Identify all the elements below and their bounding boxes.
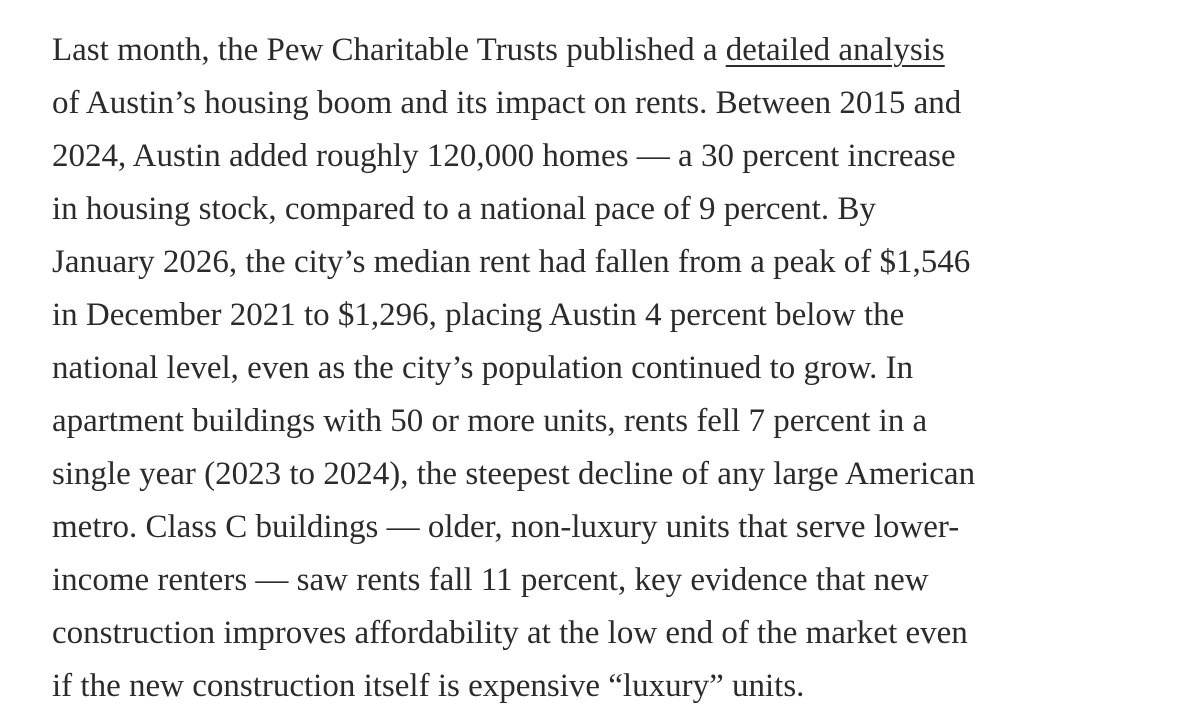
- paragraph-line-13: if the new construction itself is expens…: [52, 668, 805, 704]
- article-paragraph: Last month, the Pew Charitable Trusts pu…: [52, 24, 1152, 713]
- paragraph-line-8: apartment buildings with 50 or more unit…: [52, 403, 928, 439]
- paragraph-line-2: of Austin’s housing boom and its impact …: [52, 85, 962, 121]
- paragraph-line-11: income renters — saw rents fall 11 perce…: [52, 562, 929, 598]
- paragraph-line-7: national level, even as the city’s popul…: [52, 350, 914, 386]
- paragraph-line-5: January 2026, the city’s median rent had…: [52, 244, 971, 280]
- paragraph-line-12: construction improves affordability at t…: [52, 615, 968, 651]
- paragraph-line-10: metro. Class C buildings — older, non-lu…: [52, 509, 960, 545]
- paragraph-line-1: Last month, the Pew Charitable Trusts pu…: [52, 24, 1152, 77]
- paragraph-line-4: in housing stock, compared to a national…: [52, 191, 876, 227]
- paragraph-line-6: in December 2021 to $1,296, placing Aust…: [52, 297, 905, 333]
- detailed-analysis-link[interactable]: detailed analysis: [725, 32, 945, 68]
- paragraph-line-1-text: Last month, the Pew Charitable Trusts pu…: [52, 32, 726, 68]
- paragraph-line-3: 2024, Austin added roughly 120,000 homes…: [52, 138, 956, 174]
- paragraph-line-9: single year (2023 to 2024), the steepest…: [52, 456, 976, 492]
